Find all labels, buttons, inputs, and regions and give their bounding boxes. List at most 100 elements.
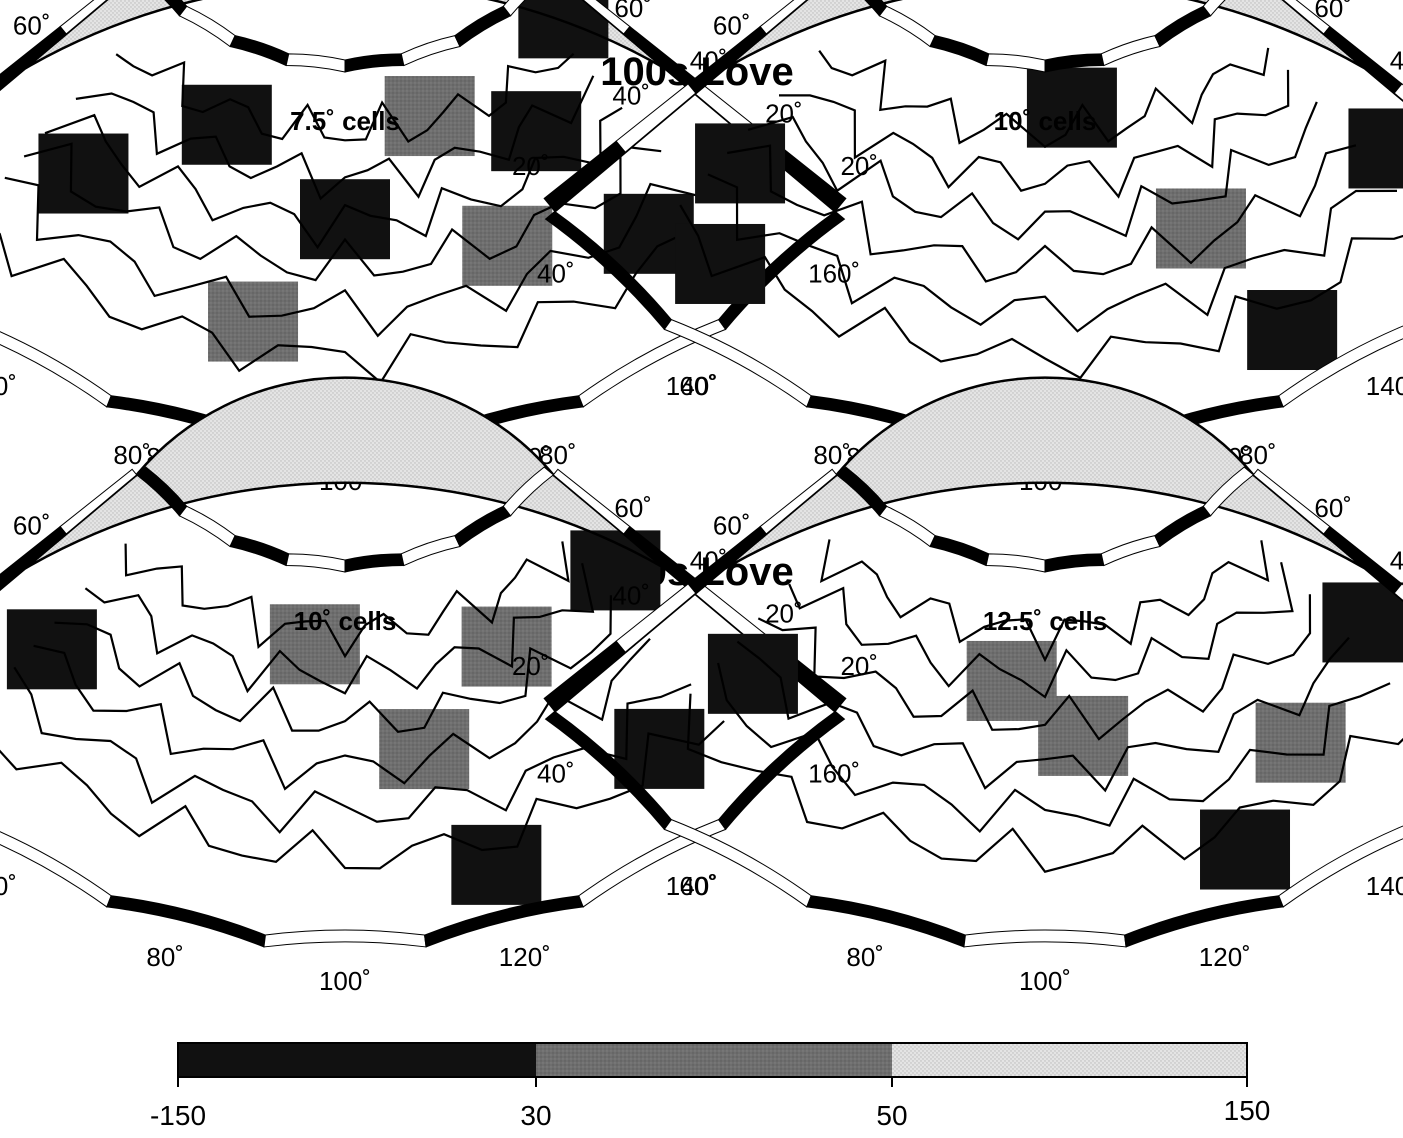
colorbar-tick-label: -150: [150, 1100, 206, 1131]
border-tick: [963, 929, 1127, 948]
border-tick: [929, 535, 990, 567]
map-panel: 12.5˚ cells 40˚ 60˚ 80˚ 100˚ 120˚ 140˚ 160˚ 80˚ 6…: [512, 376, 1403, 996]
longitude-label: 140˚: [666, 871, 718, 901]
coastline: [44, 106, 623, 250]
border-tick: [400, 535, 461, 567]
latitude-label: 60˚: [1314, 493, 1352, 523]
coastline: [0, 720, 725, 870]
coastline: [84, 563, 595, 695]
coastline: [779, 69, 1290, 199]
latitude-label: 40˚: [1390, 546, 1403, 576]
border-tick: [929, 35, 990, 67]
velocity-cell: [379, 709, 470, 790]
border-tick: [985, 53, 1046, 73]
longitude-label: 60˚: [679, 871, 717, 901]
latitude-label: 80˚: [113, 440, 151, 470]
border-tick: [285, 53, 346, 73]
border-tick: [0, 25, 67, 91]
coastline: [736, 636, 1350, 793]
velocity-cell: [451, 824, 542, 905]
latitude-label: 20˚: [840, 651, 878, 681]
border-tick: [1278, 825, 1403, 908]
coastline: [717, 662, 1391, 833]
border-tick: [344, 553, 405, 573]
border-tick: [1100, 535, 1161, 567]
border-tick: [1393, 583, 1403, 602]
map-background: [0, 0, 836, 212]
colorbar-frame: [177, 1042, 1248, 1078]
border-tick: [543, 640, 626, 713]
longitude-label: 140˚: [666, 371, 718, 401]
latitude-label: 60˚: [13, 510, 51, 540]
latitude-label: 80˚: [539, 440, 577, 470]
latitude-label: 40˚: [612, 581, 650, 611]
velocity-cell: [1322, 582, 1403, 663]
longitude-label: 60˚: [679, 371, 717, 401]
latitude-label: 60˚: [13, 10, 51, 40]
longitude-label: 160˚: [808, 258, 860, 288]
colorbar-bin-dark: [178, 1043, 536, 1077]
border-tick: [1100, 35, 1161, 67]
border-tick: [985, 553, 1046, 573]
border-tick: [229, 535, 290, 567]
border-tick: [1154, 505, 1212, 548]
border-tick: [454, 505, 512, 548]
longitude-label: 120˚: [499, 942, 551, 972]
border-tick: [502, 466, 555, 517]
velocity-cell: [384, 76, 475, 157]
border-tick: [263, 929, 427, 948]
velocity-cell: [707, 633, 798, 714]
coastline: [819, 539, 1270, 663]
velocity-cell: [1348, 108, 1403, 189]
border-tick: [285, 553, 346, 573]
border-tick: [1278, 325, 1403, 408]
border-tick: [344, 53, 405, 73]
velocity-cell: [208, 281, 299, 362]
border-tick: [178, 5, 236, 48]
velocity-cell: [269, 604, 360, 685]
border-tick: [106, 895, 266, 948]
border-tick: [454, 5, 512, 48]
map-background: [0, 377, 836, 712]
latitude-label: 60˚: [713, 510, 751, 540]
colorbar: -150 30 50 150: [150, 1042, 1270, 1131]
coastline: [4, 176, 703, 338]
map-panels: 7.5˚ cells 40˚ 60˚ 80˚ 100˚ 120˚ 140˚ 160˚ 80˚ 60…: [0, 0, 1403, 996]
border-tick: [1202, 0, 1226, 17]
velocity-cell: [1200, 809, 1291, 890]
panel-title: 7.5˚ cells: [290, 106, 400, 136]
border-tick: [543, 140, 626, 213]
map-background: [554, 377, 1403, 712]
coastline: [0, 230, 736, 385]
longitude-label: 100˚: [319, 966, 371, 996]
longitude-label: 120˚: [1199, 942, 1251, 972]
border-tick: [400, 35, 461, 67]
map-frame: [553, 0, 1403, 213]
latitude-label: 20˚: [512, 151, 550, 181]
border-tick: [1202, 466, 1255, 517]
latitude-label: 40˚: [1390, 46, 1403, 76]
border-tick: [502, 0, 526, 17]
border-tick: [1124, 895, 1284, 948]
latitude-label: 20˚: [512, 651, 550, 681]
velocity-cell: [1026, 67, 1117, 148]
coastline: [75, 75, 595, 201]
border-tick: [0, 525, 67, 591]
longitude-label: 60˚: [0, 871, 17, 901]
latitude-label: 60˚: [713, 10, 751, 40]
longitude-label: 140˚: [1366, 871, 1403, 901]
map-frame: [553, 376, 1403, 713]
coastline: [124, 541, 570, 659]
coastline: [679, 204, 1403, 380]
colorbar-bin-medium: [536, 1043, 892, 1077]
latitude-label: 40˚: [612, 81, 650, 111]
longitude-label: 40˚: [537, 758, 575, 788]
velocity-cell: [675, 223, 766, 304]
latitude-label: 80˚: [813, 440, 851, 470]
panel-title: 10˚ cells: [994, 106, 1097, 136]
coastline: [788, 561, 1294, 699]
velocity-cell: [300, 179, 390, 260]
longitude-label: 100˚: [1019, 966, 1071, 996]
panel-title: 12.5˚ cells: [983, 606, 1107, 636]
